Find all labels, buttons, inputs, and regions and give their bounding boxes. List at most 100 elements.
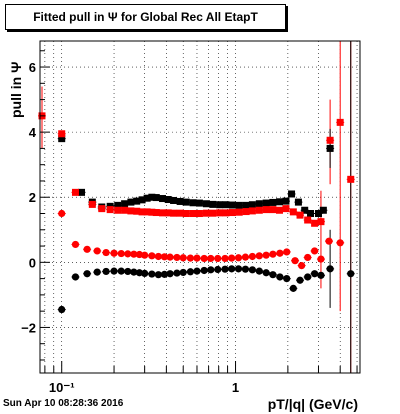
data-point-circle (326, 265, 334, 273)
data-point-circle (71, 273, 80, 281)
data-point-circle (214, 265, 222, 274)
data-point-circle (130, 250, 138, 258)
data-point-square (170, 196, 178, 204)
data-point-circle (141, 251, 149, 259)
data-point-square (326, 144, 334, 152)
data-point-square (255, 200, 263, 208)
data-point-square (262, 206, 270, 214)
data-point-circle (93, 268, 101, 276)
data-point-square (138, 208, 146, 216)
data-point-circle (193, 254, 201, 262)
data-point-square (235, 208, 243, 216)
data-point-circle (117, 267, 125, 275)
data-point-square (143, 208, 151, 216)
y-tick-label: 6 (29, 60, 36, 75)
data-point-circle (160, 270, 169, 278)
data-point-square (176, 209, 184, 217)
data-point-square (152, 194, 160, 202)
data-point-circle (276, 273, 284, 281)
data-point-square (58, 130, 66, 138)
data-point-circle (117, 249, 125, 258)
data-point-square (282, 205, 290, 213)
data-point-square (314, 210, 322, 218)
data-point-circle (255, 252, 263, 260)
data-point-circle (228, 254, 236, 262)
data-point-square (311, 219, 319, 227)
chart-title: Fitted pull in Ψ for Global Rec All Etap… (5, 4, 286, 30)
tick-labels: −2 0 2 4 6 10⁻¹ 1 (21, 60, 239, 395)
data-point-circle (173, 253, 181, 262)
grid (40, 41, 360, 373)
data-point-square (248, 201, 256, 209)
data-point-square (182, 210, 190, 218)
data-point-square (326, 136, 334, 144)
data-point-circle (179, 254, 187, 262)
timestamp: Sun Apr 10 08:28:36 2016 (3, 398, 124, 409)
data-point-circle (154, 252, 163, 261)
y-tick-label: −2 (21, 320, 36, 335)
data-point-circle (179, 268, 187, 277)
data-point-circle (311, 247, 319, 255)
data-point-square (319, 206, 327, 214)
data-point-square (164, 209, 172, 217)
data-point-circle (110, 267, 118, 275)
data-point-circle (325, 237, 333, 245)
data-point-circle (148, 252, 156, 260)
data-point-square (269, 198, 277, 206)
data-point-square (143, 194, 151, 202)
data-point-circle (248, 252, 256, 261)
data-point-circle (186, 254, 195, 262)
data-point-square (138, 196, 146, 204)
data-point-square (282, 197, 290, 205)
data-point-circle (234, 254, 243, 262)
data-point-circle (58, 209, 66, 218)
data-point-circle (141, 269, 149, 277)
data-point-circle (296, 276, 304, 284)
data-point-square (121, 206, 129, 214)
data-point-circle (317, 255, 325, 263)
data-point-circle (241, 265, 250, 273)
data-point-circle (317, 271, 325, 279)
data-point-square (202, 200, 210, 208)
data-point-circle (83, 270, 91, 278)
data-point-square (317, 218, 325, 226)
data-point-square (88, 200, 96, 208)
y-tick-label: 0 (29, 255, 36, 270)
data-point-circle (148, 270, 156, 278)
data-point-square (195, 210, 203, 218)
data-point-circle (276, 249, 284, 257)
data-point-circle (130, 268, 138, 276)
data-point-square (228, 201, 236, 209)
data-point-square (106, 206, 114, 214)
data-point-square (189, 210, 197, 218)
data-points (38, 112, 355, 314)
axis-ticks (40, 50, 358, 373)
data-point-square (182, 198, 190, 206)
data-point-square (164, 196, 172, 204)
data-point-circle (241, 253, 250, 261)
data-point-circle (269, 250, 277, 258)
data-point-circle (110, 249, 118, 257)
data-point-circle (262, 269, 270, 277)
data-point-square (78, 188, 86, 196)
data-point-circle (173, 269, 181, 277)
data-point-square (216, 201, 224, 209)
data-point-circle (207, 254, 215, 263)
data-point-square (228, 209, 236, 217)
data-point-square (71, 188, 79, 196)
data-point-circle (58, 305, 66, 314)
data-point-circle (102, 267, 110, 276)
data-point-circle (193, 267, 201, 275)
data-point-square (242, 201, 250, 209)
data-point-circle (283, 275, 291, 283)
data-point-circle (166, 253, 174, 261)
data-point-square (301, 206, 309, 214)
data-point-circle (221, 254, 229, 263)
data-point-circle (336, 239, 344, 247)
data-point-circle (71, 240, 80, 249)
data-point-square (189, 199, 197, 207)
data-point-circle (269, 271, 277, 279)
data-point-circle (234, 265, 243, 273)
data-point-circle (255, 267, 263, 275)
